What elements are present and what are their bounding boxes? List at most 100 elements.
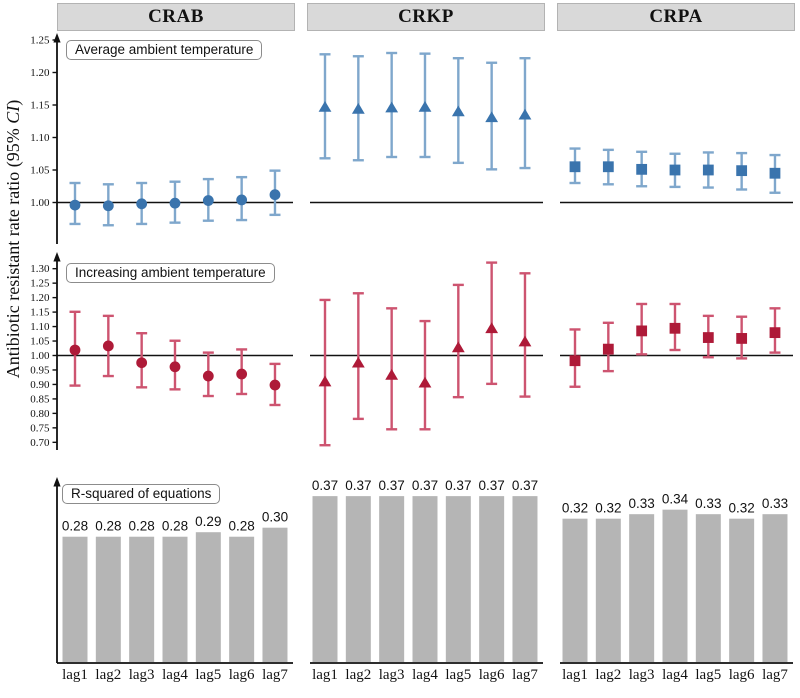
panel-crpa-row3: 0.32 lag1 0.32 lag2 0.33 lag3 0.34 lag4 0.33 lag5… bbox=[560, 492, 793, 683]
x-category-label: lag3 bbox=[129, 667, 155, 683]
crkp-lag6-point bbox=[485, 61, 499, 171]
r-squared-bar bbox=[695, 514, 721, 662]
r-squared-bar bbox=[729, 518, 755, 662]
estimate-marker-square bbox=[769, 327, 781, 339]
x-category-label: lag5 bbox=[695, 667, 721, 683]
x-category-label: lag6 bbox=[229, 667, 255, 683]
estimate-marker-square bbox=[702, 164, 714, 176]
estimate-marker-circle bbox=[269, 189, 281, 201]
y-tick-label: 1.05 bbox=[30, 336, 50, 348]
y-tick-label: 0.85 bbox=[30, 393, 50, 405]
crkp-lag1-point bbox=[318, 298, 332, 447]
crkp-lag4-point bbox=[418, 52, 432, 159]
x-category-label: lag1 bbox=[562, 667, 588, 683]
crab-lag4-point bbox=[169, 339, 181, 391]
crab-lag5-point bbox=[202, 177, 214, 222]
column-header-crab: CRAB bbox=[57, 3, 295, 31]
crkp-lag3-point bbox=[385, 307, 399, 431]
y-tick-label: 0.70 bbox=[30, 437, 50, 449]
y-tick-label: 1.30 bbox=[30, 263, 50, 275]
x-category-label: lag6 bbox=[479, 667, 505, 683]
crpa-lag2-point bbox=[602, 321, 614, 373]
crkp-lag7-point bbox=[518, 57, 532, 170]
estimate-marker-square bbox=[702, 332, 714, 343]
y-tick-label: 1.20 bbox=[30, 292, 50, 304]
crkp-lag2-point bbox=[351, 292, 365, 421]
panel-crkp-row1 bbox=[310, 51, 543, 204]
crpa-lag6-point bbox=[736, 151, 748, 191]
estimate-marker-square bbox=[602, 343, 614, 355]
estimate-marker-triangle bbox=[418, 376, 432, 388]
estimate-marker-triangle bbox=[351, 356, 365, 368]
crab-lag5-point bbox=[202, 351, 214, 398]
crkp-lag2-point bbox=[351, 55, 365, 162]
r-squared-bar bbox=[479, 496, 505, 662]
r-squared-bar bbox=[445, 496, 471, 662]
estimate-marker-square bbox=[669, 322, 681, 334]
estimate-marker-triangle bbox=[518, 335, 532, 347]
r-squared-bar bbox=[595, 518, 621, 662]
r-squared-bar bbox=[195, 532, 221, 662]
x-category-label: lag7 bbox=[762, 667, 788, 683]
estimate-marker-circle bbox=[169, 197, 181, 209]
estimate-marker-square bbox=[669, 164, 681, 176]
estimate-marker-triangle bbox=[485, 111, 499, 123]
y-tick-label: 1.15 bbox=[30, 100, 50, 112]
y-tick-label: 1.10 bbox=[30, 132, 50, 144]
estimate-marker-triangle bbox=[318, 100, 332, 112]
crpa-lag4-point bbox=[669, 152, 681, 189]
y-tick-label: 1.25 bbox=[30, 278, 50, 290]
panel-crab-row1 bbox=[57, 169, 293, 227]
estimate-marker-triangle bbox=[451, 341, 465, 353]
crpa-lag5-point bbox=[702, 314, 714, 359]
estimate-marker-triangle bbox=[485, 322, 499, 334]
r-squared-bar bbox=[512, 496, 538, 662]
bar-value-label: 0.30 bbox=[262, 510, 288, 525]
crkp-lag7-point bbox=[518, 272, 532, 398]
x-category-label: lag4 bbox=[662, 667, 688, 683]
panel-label-average-ambient-temperature: Average ambient temperature bbox=[66, 40, 263, 60]
y-tick-label: 1.00 bbox=[30, 197, 50, 209]
estimate-marker-circle bbox=[202, 195, 214, 206]
bar-value-label: 0.37 bbox=[345, 478, 371, 493]
panel-row-2: 0.70 0.75 0.80 0.85 0.90 0.95 1.00 1.05 1.10 1.15… bbox=[30, 261, 793, 449]
bar-value-label: 0.29 bbox=[195, 514, 221, 529]
crkp-lag5-point bbox=[451, 283, 465, 399]
estimate-marker-circle bbox=[102, 200, 114, 212]
x-category-label: lag7 bbox=[512, 667, 538, 683]
r-squared-bar bbox=[629, 514, 655, 662]
estimate-marker-triangle bbox=[385, 101, 399, 113]
x-category-label: lag5 bbox=[195, 667, 221, 683]
crab-lag6-point bbox=[236, 175, 248, 222]
column-header-label: CRAB bbox=[148, 6, 204, 27]
y-axis bbox=[53, 477, 61, 663]
x-category-label: lag6 bbox=[729, 667, 755, 683]
bar-value-label: 0.37 bbox=[479, 478, 505, 493]
bar-value-label: 0.32 bbox=[595, 501, 621, 516]
crab-lag2-point bbox=[102, 314, 114, 378]
r-squared-bar bbox=[662, 509, 688, 662]
panel-crab-row2 bbox=[57, 310, 293, 407]
estimate-marker-circle bbox=[136, 198, 148, 210]
x-category-label: lag4 bbox=[412, 667, 438, 683]
bar-value-label: 0.34 bbox=[662, 492, 689, 507]
y-axis-arrowhead bbox=[53, 33, 61, 43]
x-category-label: lag1 bbox=[62, 667, 88, 683]
bar-value-label: 0.28 bbox=[162, 519, 188, 534]
estimate-marker-triangle bbox=[385, 368, 399, 380]
bar-value-label: 0.33 bbox=[629, 496, 655, 511]
crkp-lag5-point bbox=[451, 57, 465, 165]
estimate-marker-triangle bbox=[418, 100, 432, 112]
estimate-marker-square bbox=[569, 355, 581, 367]
column-header-label: CRPA bbox=[649, 6, 703, 27]
bar-value-label: 0.28 bbox=[62, 519, 88, 534]
r-squared-bar bbox=[762, 514, 788, 662]
estimate-marker-triangle bbox=[518, 108, 532, 120]
r-squared-bar bbox=[379, 496, 405, 662]
bar-value-label: 0.28 bbox=[229, 519, 255, 534]
r-squared-bar bbox=[262, 527, 288, 662]
estimate-marker-circle bbox=[136, 357, 148, 369]
crpa-lag6-point bbox=[736, 315, 748, 360]
crab-lag7-point bbox=[269, 362, 281, 407]
